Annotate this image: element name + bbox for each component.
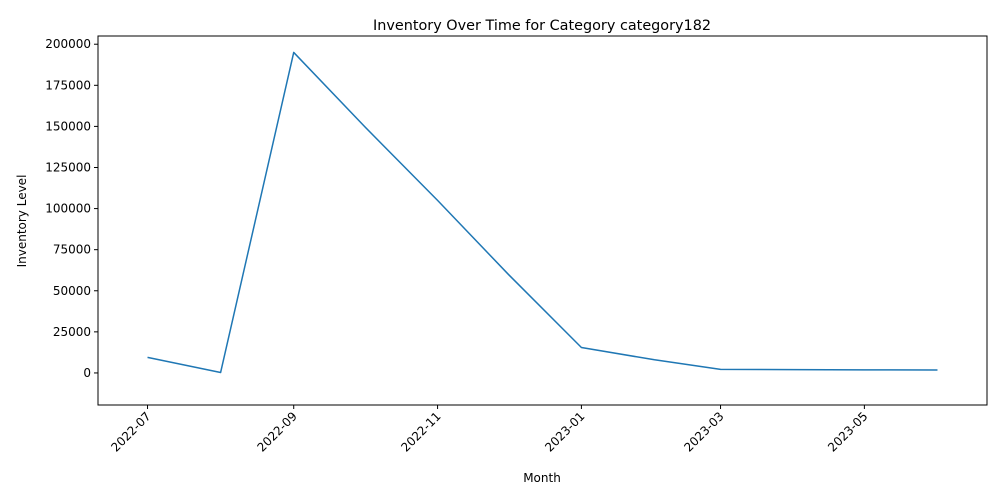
y-tick-label: 75000 <box>53 243 91 257</box>
y-tick-label: 25000 <box>53 325 91 339</box>
y-tick-label: 125000 <box>45 160 91 174</box>
y-tick-label: 100000 <box>45 202 91 216</box>
y-tick-label: 50000 <box>53 284 91 298</box>
x-axis-label: Month <box>523 471 561 485</box>
series-layer <box>147 51 938 374</box>
plot-frame <box>97 35 988 406</box>
y-tick-label: 150000 <box>45 119 91 133</box>
y-tick-label: 175000 <box>45 78 91 92</box>
y-axis-ticks: 0 25000 50000 75000 100000 125000 150000 175000… <box>45 37 98 380</box>
chart-title: Inventory Over Time for Category categor… <box>373 18 711 34</box>
y-tick-label: 0 <box>83 366 91 380</box>
y-tick-label: 200000 <box>45 37 91 51</box>
series-line <box>147 51 938 374</box>
y-axis-label: Inventory Level <box>15 175 29 268</box>
